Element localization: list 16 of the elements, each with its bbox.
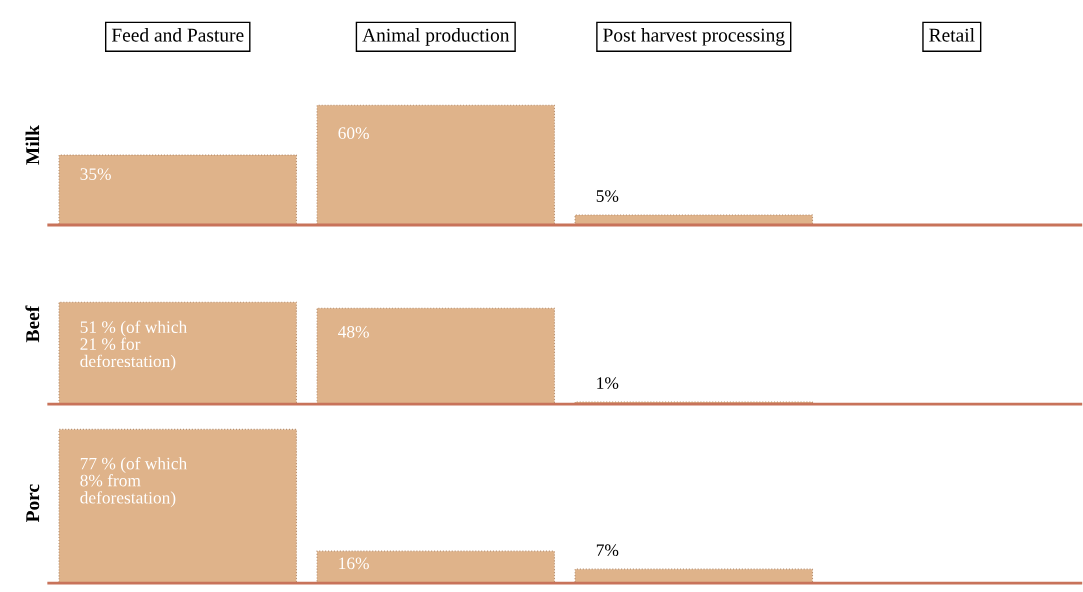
y-axis-title: Beef <box>25 305 40 343</box>
x-tick-label: Animal production <box>362 28 510 46</box>
data-label: 7% <box>596 544 619 557</box>
data-label: 1% <box>597 377 619 389</box>
data-label: 51 % (of which 21 % for deforestation) <box>80 320 187 371</box>
data-label: 35% <box>80 168 111 180</box>
x-tick-label: Feed and Pasture <box>111 28 244 42</box>
y-axis-title: Milk <box>25 125 40 165</box>
data-label: 16% <box>339 557 369 570</box>
data-label: 48% <box>338 325 369 338</box>
x-tick-label: Post harvest processing <box>603 27 785 46</box>
data-label: 5% <box>596 190 619 202</box>
data-label: 60% <box>338 127 369 140</box>
y-axis-title: Porc <box>26 484 40 523</box>
data-label: 77 % (of which 8% from deforestation) <box>80 457 187 508</box>
x-tick-label: Retail <box>929 28 975 42</box>
